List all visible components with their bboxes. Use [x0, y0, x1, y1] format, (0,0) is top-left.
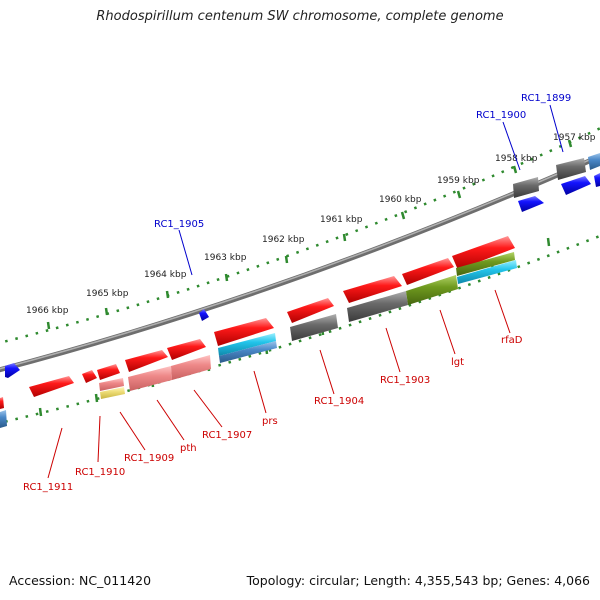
gene-label-rfad[interactable]: rfaD [501, 335, 523, 346]
scale-tick [38, 407, 43, 417]
scale-label: 1966 kbp [26, 306, 69, 316]
reverse-gene-arrow-rc1-1907[interactable] [214, 318, 274, 346]
map-title: Rhodospirillum centenum SW chromosome, c… [96, 9, 504, 24]
scale-label: 1962 kbp [262, 235, 305, 245]
reverse-gene-block[interactable] [219, 341, 277, 363]
reverse-gene-arrow-rc1-1910[interactable] [97, 364, 120, 380]
reverse-gene-arrow[interactable] [452, 236, 515, 270]
forward-gene-arrow[interactable] [518, 196, 544, 212]
scale-tick [456, 190, 462, 199]
callout-line [494, 289, 511, 334]
reverse-gene-arrow[interactable] [82, 370, 97, 383]
gene-label-rc1-1904[interactable]: RC1_1904 [314, 396, 364, 407]
forward-gene-block[interactable] [513, 177, 539, 198]
gene-label-rc1-1900[interactable]: RC1_1900 [476, 110, 526, 121]
reverse-gene-block-rfad[interactable] [457, 260, 517, 284]
scale-tick [165, 290, 170, 299]
gene-label-rc1-1905[interactable]: RC1_1905 [154, 219, 204, 230]
forward-callout-lines [178, 104, 564, 276]
gene-label-rc1-1911[interactable]: RC1_1911 [23, 482, 73, 493]
forward-gene-arrow[interactable] [5, 363, 20, 378]
outer-scale-ruler [0, 126, 600, 345]
scale-label: 1959 kbp [437, 176, 480, 186]
scale-label: 1965 kbp [86, 289, 129, 299]
reverse-gene-block[interactable] [171, 355, 211, 380]
accession-text: Accession: NC_011420 [9, 573, 152, 588]
reverse-gene-arrow[interactable] [287, 298, 334, 323]
reverse-gene-block[interactable] [128, 366, 172, 391]
gene-label-rc1-1910[interactable]: RC1_1910 [75, 467, 125, 478]
callout-line [47, 427, 63, 479]
gene-label-rc1-1909[interactable]: RC1_1909 [124, 453, 174, 464]
gene-label-rc1-1907[interactable]: RC1_1907 [202, 430, 252, 441]
gene-label-rc1-1899[interactable]: RC1_1899 [521, 93, 571, 104]
reverse-gene-arrow-rc1-1911[interactable] [29, 376, 74, 397]
callout-line [549, 104, 564, 153]
scale-tick [46, 321, 51, 330]
scale-label: 1957 kbp [553, 133, 596, 143]
reverse-gene-block[interactable] [456, 252, 515, 276]
reverse-gene-arrow[interactable] [402, 258, 454, 285]
inner-scale-dotted-line [0, 234, 600, 425]
callout-line [156, 399, 185, 441]
gene-label-pth[interactable]: pth [180, 443, 197, 454]
callout-line [253, 370, 267, 414]
reverse-gene-block[interactable] [100, 387, 125, 399]
scale-label: 1961 kbp [320, 215, 363, 225]
scale-tick [400, 211, 406, 220]
scale-labels: 1966 kbp 1965 kbp 1964 kbp 1963 kbp 1962… [26, 133, 596, 316]
callout-line [385, 327, 401, 373]
reverse-strand-genes [0, 236, 517, 428]
reverse-gene-arrow-rc1-1909[interactable] [125, 350, 168, 372]
reverse-gene-block-rc1-1903[interactable] [347, 291, 408, 322]
reverse-gene-arrow[interactable] [343, 276, 402, 303]
callout-line [97, 415, 101, 463]
forward-gene-labels: RC1_1905 RC1_1900 RC1_1899 [154, 93, 571, 230]
scale-tick [94, 393, 99, 403]
callout-line [193, 389, 223, 428]
gene-label-rc1-1903[interactable]: RC1_1903 [380, 375, 430, 386]
reverse-gene-block-rc1-1904[interactable] [290, 314, 338, 341]
reverse-gene-block[interactable] [0, 410, 7, 428]
reverse-gene-arrow[interactable] [0, 397, 4, 409]
gene-label-prs[interactable]: prs [262, 416, 278, 427]
reverse-gene-block-lgt[interactable] [406, 275, 458, 305]
callout-line [439, 309, 456, 355]
scale-tick [567, 139, 573, 148]
callout-line [319, 349, 335, 395]
reverse-gene-labels: RC1_1911 RC1_1910 RC1_1909 pth RC1_1907 … [23, 335, 523, 493]
reverse-gene-arrow-pth[interactable] [167, 339, 206, 360]
reverse-gene-block-prs[interactable] [218, 333, 276, 356]
forward-gene-arrow-rc1-1900[interactable] [561, 176, 591, 195]
forward-gene-arrow[interactable] [594, 173, 600, 187]
forward-strand-genes [5, 153, 600, 378]
scale-tick [224, 273, 229, 282]
scale-tick [342, 233, 347, 242]
forward-gene-arrow-rc1-1905[interactable] [199, 309, 209, 321]
callout-line [502, 121, 521, 171]
gene-label-lgt[interactable]: lgt [451, 357, 464, 368]
topology-text: Topology: circular; Length: 4,355,543 bp… [246, 573, 590, 588]
scale-tick [546, 237, 551, 247]
scale-label: 1960 kbp [379, 195, 422, 205]
reverse-callout-lines [47, 289, 511, 479]
callout-line [119, 411, 146, 451]
scale-tick [512, 165, 518, 174]
scale-label: 1963 kbp [204, 253, 247, 263]
reverse-gene-block[interactable] [99, 378, 124, 391]
scale-tick [104, 307, 109, 316]
scale-tick [284, 255, 289, 264]
callout-line [178, 229, 193, 276]
scale-label: 1964 kbp [144, 270, 187, 280]
forward-gene-block[interactable] [588, 153, 600, 170]
forward-gene-block[interactable] [556, 158, 586, 180]
